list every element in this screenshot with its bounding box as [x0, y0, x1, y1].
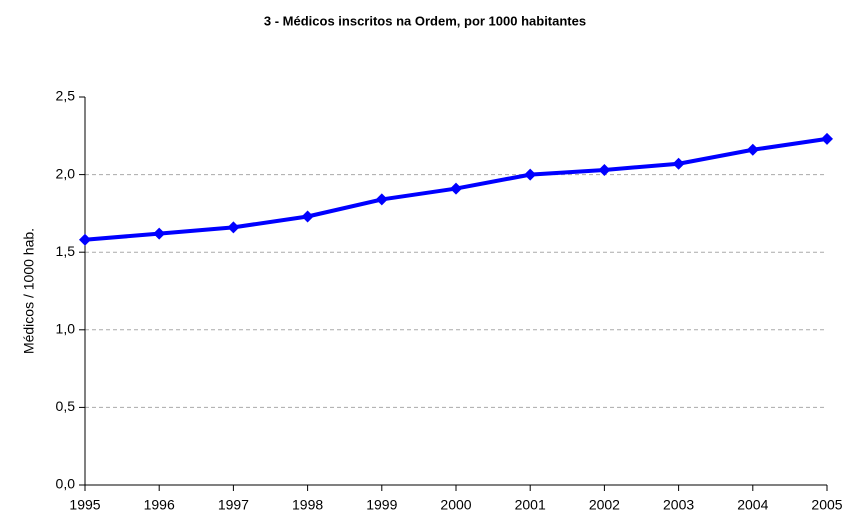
- marker: [746, 143, 759, 156]
- x-tick-label: 1999: [366, 497, 397, 513]
- x-tick-label: 2003: [663, 497, 694, 513]
- y-tick-label: 2,0: [56, 165, 76, 181]
- chart-title: 3 - Médicos inscritos na Ordem, por 1000…: [264, 13, 586, 28]
- y-tick-label: 0,0: [56, 476, 76, 492]
- marker: [227, 221, 240, 234]
- x-tick-label: 1995: [69, 497, 100, 513]
- y-tick-label: 2,5: [56, 88, 76, 104]
- x-tick-label: 1997: [218, 497, 249, 513]
- y-tick-label: 1,5: [56, 243, 76, 259]
- marker: [450, 182, 462, 195]
- x-tick-label: 1998: [292, 497, 323, 513]
- x-tick-label: 2000: [440, 497, 471, 513]
- marker: [524, 168, 537, 181]
- marker: [598, 163, 611, 176]
- x-tick-label: 2002: [589, 497, 620, 513]
- x-tick-label: 2004: [737, 497, 768, 513]
- marker: [375, 193, 388, 206]
- x-tick-label: 2001: [515, 497, 546, 513]
- y-tick-label: 1,0: [56, 321, 76, 337]
- y-tick-label: 0,5: [56, 398, 76, 414]
- marker: [672, 157, 685, 170]
- x-tick-label: 1996: [144, 497, 175, 513]
- marker: [153, 227, 166, 240]
- marker: [821, 132, 833, 145]
- marker: [301, 210, 314, 223]
- x-tick-label: 2005: [811, 497, 842, 513]
- marker: [79, 233, 91, 246]
- y-axis-label: Médicos / 1000 hab.: [21, 228, 37, 354]
